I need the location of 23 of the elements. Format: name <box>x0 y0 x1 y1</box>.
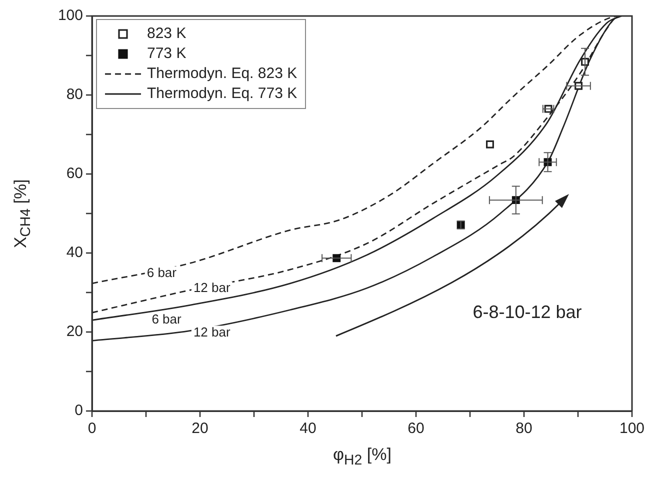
y-tick-label: 80 <box>66 86 83 104</box>
annotation: 6 bar <box>146 265 178 280</box>
legend-label: Thermodyn. Eq. 823 K <box>147 64 298 84</box>
annotation: 6 bar <box>152 312 182 327</box>
annotation: 12 bar <box>193 324 231 340</box>
y-tick-label: 100 <box>58 7 83 24</box>
annotation: 6-8-10-12 bar <box>472 302 582 322</box>
annotation: 12 bar <box>193 280 231 296</box>
y-tick-label: 60 <box>66 165 83 182</box>
y-tick-label: 0 <box>74 402 83 420</box>
point <box>486 140 494 148</box>
x-tick-label: 20 <box>192 420 208 438</box>
legend-label: Thermodyn. Eq. 773 K <box>147 84 298 104</box>
legend-label: 773 K <box>147 44 186 64</box>
y-tick-label: 40 <box>66 244 83 262</box>
x-tick-label: 60 <box>408 420 424 438</box>
x-tick-label: 80 <box>516 420 532 438</box>
x-tick-label: 100 <box>619 420 645 438</box>
x-axis-title: φ$_{H2}$ [%] <box>333 445 392 468</box>
x-tick-label: 40 <box>300 420 316 438</box>
x-tick-label: 0 <box>88 420 96 438</box>
legend-label: 823 K <box>147 24 186 44</box>
y-tick-label: 20 <box>66 323 83 340</box>
